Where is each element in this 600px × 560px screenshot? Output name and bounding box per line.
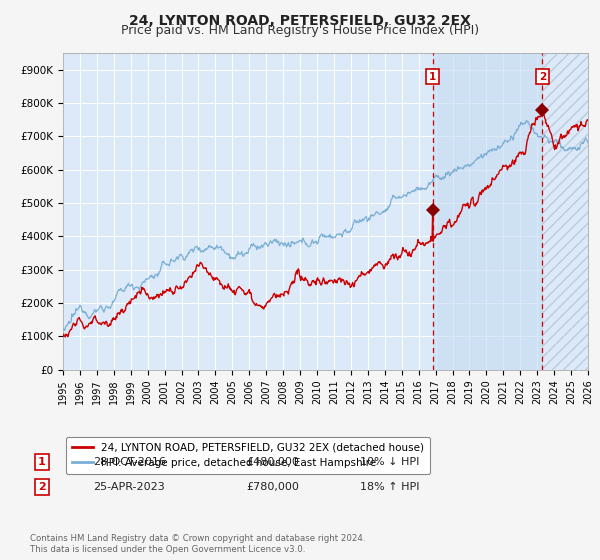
Text: Price paid vs. HM Land Registry's House Price Index (HPI): Price paid vs. HM Land Registry's House … — [121, 24, 479, 36]
Text: 1: 1 — [38, 457, 46, 467]
Text: 2: 2 — [539, 72, 546, 82]
Text: Contains HM Land Registry data © Crown copyright and database right 2024.
This d: Contains HM Land Registry data © Crown c… — [30, 534, 365, 554]
Text: £780,000: £780,000 — [246, 482, 299, 492]
Text: 25-APR-2023: 25-APR-2023 — [93, 482, 165, 492]
Text: 28-OCT-2016: 28-OCT-2016 — [93, 457, 166, 467]
Bar — [542, 53, 588, 370]
Text: 2: 2 — [38, 482, 46, 492]
Text: £480,000: £480,000 — [246, 457, 299, 467]
Text: 10% ↓ HPI: 10% ↓ HPI — [360, 457, 419, 467]
Legend: 24, LYNTON ROAD, PETERSFIELD, GU32 2EX (detached house), HPI: Average price, det: 24, LYNTON ROAD, PETERSFIELD, GU32 2EX (… — [65, 436, 430, 474]
Text: 24, LYNTON ROAD, PETERSFIELD, GU32 2EX: 24, LYNTON ROAD, PETERSFIELD, GU32 2EX — [129, 14, 471, 28]
Text: 1: 1 — [429, 72, 436, 82]
Text: 18% ↑ HPI: 18% ↑ HPI — [360, 482, 419, 492]
Bar — [433, 53, 542, 370]
